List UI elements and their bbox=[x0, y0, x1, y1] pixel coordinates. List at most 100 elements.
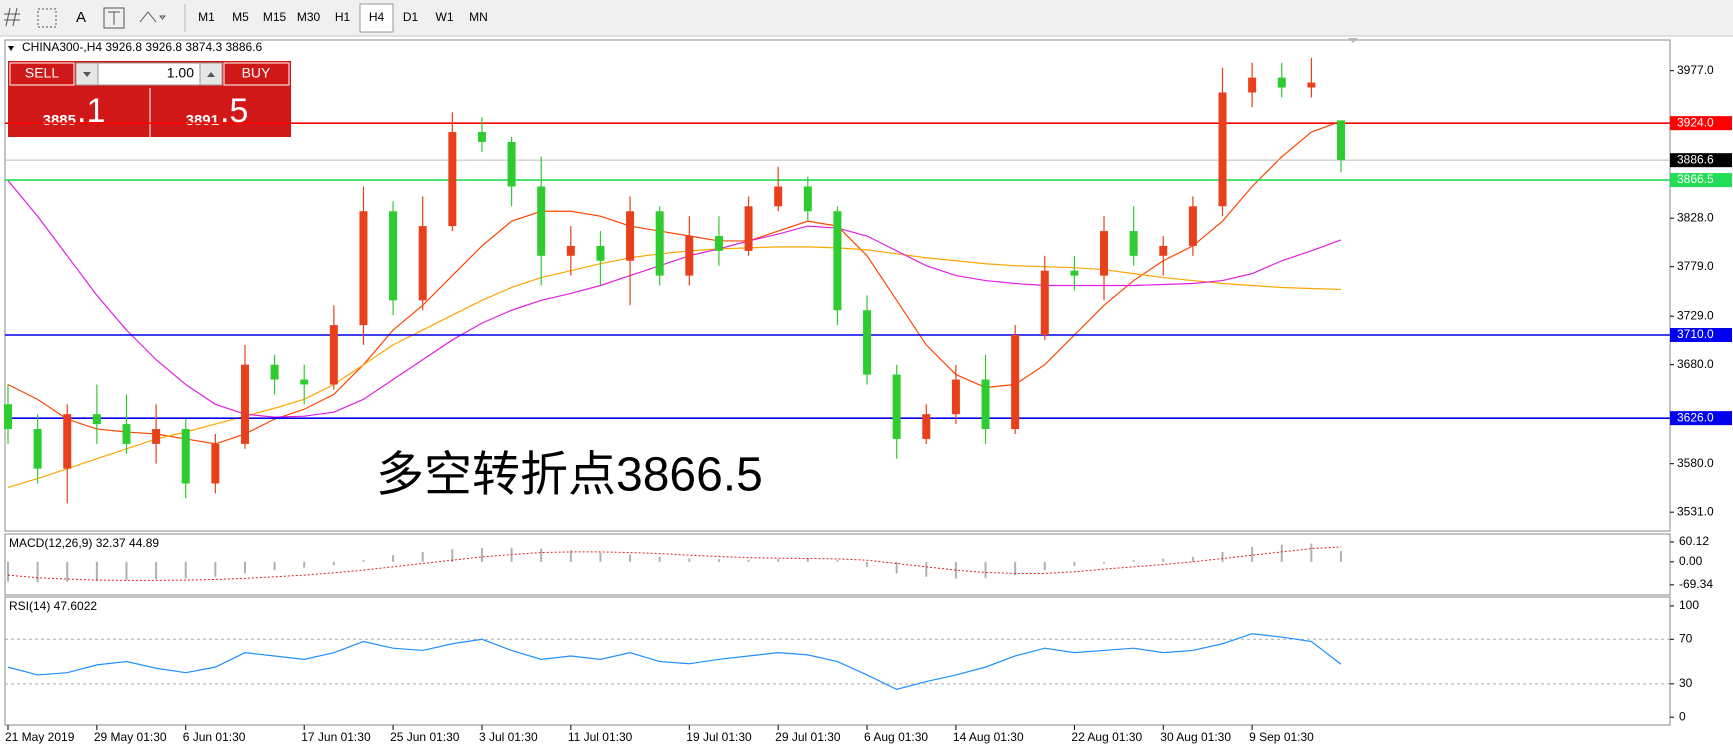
timeframe-button[interactable]: H1 bbox=[335, 10, 351, 24]
timeframe-button[interactable]: MN bbox=[469, 10, 488, 24]
buy-label[interactable]: BUY bbox=[242, 65, 271, 81]
x-tick-label: 22 Aug 01:30 bbox=[1071, 730, 1142, 744]
candle-body bbox=[744, 206, 753, 251]
moving-average bbox=[7, 120, 1342, 445]
macd-frame bbox=[4, 533, 1671, 596]
candle-body bbox=[270, 364, 279, 380]
macd-bar bbox=[451, 549, 454, 562]
candle-body bbox=[803, 186, 812, 212]
text-icon-t bbox=[108, 11, 120, 25]
candle-body bbox=[566, 245, 575, 256]
level-label: 3924.0 bbox=[1677, 115, 1714, 129]
text-icon[interactable] bbox=[103, 7, 125, 29]
macd-bar bbox=[273, 561, 276, 571]
bid-big[interactable]: .1 bbox=[77, 92, 105, 130]
bid-main[interactable]: 3885 bbox=[43, 112, 76, 129]
timeframe-button[interactable]: H4 bbox=[369, 10, 385, 24]
x-tick-label: 6 Jun 01:30 bbox=[183, 730, 246, 744]
y-tick-label: 60.12 bbox=[1679, 534, 1709, 548]
macd-bar bbox=[717, 559, 720, 562]
x-tick-label: 17 Jun 01:30 bbox=[301, 730, 371, 744]
y-tick-label: 3828.0 bbox=[1677, 210, 1714, 224]
macd-bar bbox=[1162, 558, 1165, 562]
candle-body bbox=[300, 379, 309, 385]
chart-title: CHINA300-,H4 3926.8 3926.8 3874.3 3886.6 bbox=[22, 40, 263, 54]
macd-bar bbox=[984, 561, 987, 578]
candle-body bbox=[537, 186, 546, 256]
buy-button[interactable] bbox=[223, 62, 290, 86]
y-tick-label: 3779.0 bbox=[1677, 259, 1714, 273]
volume-value[interactable]: 1.00 bbox=[167, 65, 194, 81]
candle-body bbox=[4, 404, 12, 430]
x-tick-label: 30 Aug 01:30 bbox=[1160, 730, 1231, 744]
ask-main[interactable]: 3891 bbox=[186, 112, 219, 129]
macd-bar bbox=[36, 561, 39, 583]
macd-signal bbox=[7, 546, 1342, 581]
macd-bar bbox=[1014, 561, 1017, 576]
candle-body bbox=[181, 429, 190, 484]
candle-body bbox=[626, 211, 635, 261]
timeframe-button[interactable]: M1 bbox=[198, 10, 215, 24]
sell-button[interactable] bbox=[9, 62, 75, 86]
macd-bar bbox=[954, 561, 957, 579]
macd-bar bbox=[1280, 544, 1283, 562]
candle-body bbox=[507, 141, 516, 187]
timeframe-button[interactable]: D1 bbox=[403, 10, 419, 24]
candle-body bbox=[1337, 120, 1345, 161]
candle-body bbox=[774, 186, 783, 207]
macd-bar bbox=[243, 561, 246, 574]
y-tick-label: 3580.0 bbox=[1677, 456, 1714, 470]
label-tool[interactable]: A bbox=[76, 9, 86, 26]
level-label-box bbox=[1670, 327, 1732, 342]
x-tick-label: 25 Jun 01:30 bbox=[390, 730, 460, 744]
candle-body bbox=[152, 429, 161, 444]
level-label: 3626.0 bbox=[1677, 410, 1714, 424]
ask-big[interactable]: .5 bbox=[220, 92, 248, 130]
macd-bar bbox=[66, 561, 69, 582]
chart-icon[interactable] bbox=[4, 7, 20, 27]
macd-bar bbox=[540, 548, 543, 562]
macd-bar bbox=[421, 551, 424, 562]
timeframe-active bbox=[359, 3, 394, 33]
candle-body bbox=[655, 211, 664, 276]
macd-bar bbox=[332, 561, 335, 566]
candle-body bbox=[122, 424, 131, 444]
macd-bar bbox=[569, 550, 572, 562]
current-price-label: 3886.6 bbox=[1677, 152, 1714, 166]
rsi-line bbox=[7, 633, 1342, 691]
timeframe-button[interactable]: W1 bbox=[436, 10, 454, 24]
candle-body bbox=[1159, 245, 1168, 256]
candle-body bbox=[92, 414, 101, 425]
trade-panel bbox=[8, 61, 291, 137]
macd-bar bbox=[836, 560, 839, 562]
grid-icon[interactable] bbox=[37, 8, 57, 28]
candle-body bbox=[1248, 77, 1257, 93]
timeframe-button[interactable]: M15 bbox=[263, 10, 287, 24]
macd-bar bbox=[125, 561, 128, 581]
macd-bar bbox=[806, 558, 809, 562]
sell-label[interactable]: SELL bbox=[25, 65, 59, 81]
timeframe-button[interactable]: M30 bbox=[297, 10, 321, 24]
y-tick-label: 3531.0 bbox=[1677, 504, 1714, 518]
moving-average bbox=[7, 180, 1342, 418]
timeframe-button[interactable]: M5 bbox=[232, 10, 249, 24]
macd-bar bbox=[214, 561, 217, 577]
macd-bar bbox=[7, 561, 9, 582]
y-tick-label: 3729.0 bbox=[1677, 308, 1714, 322]
macd-bar bbox=[629, 554, 632, 562]
y-tick-label: 100 bbox=[1679, 598, 1699, 612]
candle-body bbox=[596, 245, 605, 261]
candle-body bbox=[1100, 231, 1109, 276]
candle-body bbox=[240, 364, 249, 444]
macd-bar bbox=[155, 561, 158, 580]
candle-body bbox=[863, 310, 872, 375]
level-label-box bbox=[1670, 116, 1732, 131]
candle-body bbox=[892, 374, 901, 439]
x-tick-label: 29 May 01:30 bbox=[94, 730, 167, 744]
moving-average bbox=[7, 246, 1342, 489]
candle-body bbox=[714, 236, 723, 251]
arrows-icon[interactable] bbox=[139, 11, 167, 23]
main-chart-frame bbox=[4, 39, 1671, 532]
